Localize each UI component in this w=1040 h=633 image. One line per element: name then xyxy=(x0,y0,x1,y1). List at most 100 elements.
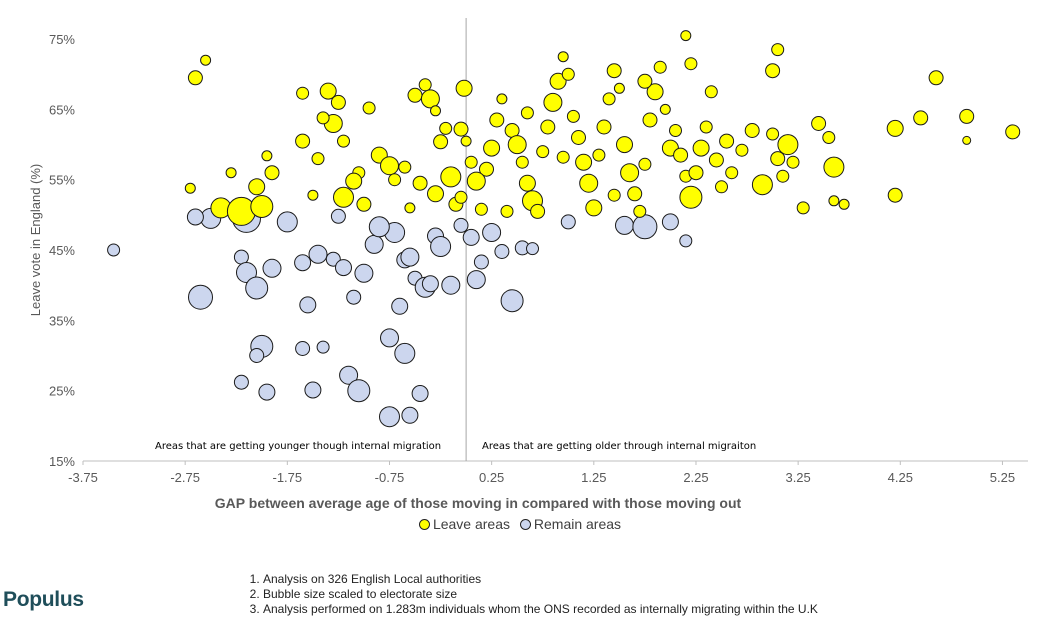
leave-bubble xyxy=(680,30,692,42)
leave-bubble xyxy=(1005,124,1021,140)
legend: Leave areas Remain areas xyxy=(0,516,1040,533)
leave-bubble xyxy=(407,87,423,103)
leave-bubble xyxy=(627,186,643,202)
remain-bubble xyxy=(401,406,419,424)
leave-bubble xyxy=(296,86,310,100)
leave-bubble xyxy=(226,196,256,226)
leave-bubble xyxy=(766,127,780,141)
leave-bubble xyxy=(607,188,621,202)
remain-bubble xyxy=(494,244,510,259)
leave-bubble xyxy=(474,202,488,216)
leave-bubble xyxy=(433,134,449,150)
remain-bubble xyxy=(107,243,121,257)
y-axis-title: Leave vote in England (%) xyxy=(28,164,43,316)
leave-bubble xyxy=(455,79,473,97)
leave-swatch-icon xyxy=(418,518,430,530)
y-tick-label: 35% xyxy=(49,313,75,328)
leave-bubble xyxy=(796,201,810,215)
remain-bubble xyxy=(368,216,390,238)
x-tick-label: 0.25 xyxy=(479,470,504,485)
leave-bubble xyxy=(962,135,972,145)
leave-bubble xyxy=(959,108,975,124)
leave-bubble xyxy=(613,82,625,94)
remain-bubble xyxy=(339,365,359,385)
remain-bubble xyxy=(347,379,371,403)
leave-bubble xyxy=(549,72,567,90)
annotation-older-areas: Areas that are getting older through int… xyxy=(482,441,756,452)
leave-bubble xyxy=(264,165,280,181)
leave-bubble xyxy=(518,174,536,192)
remain-bubble xyxy=(299,296,317,314)
leave-bubble xyxy=(777,134,799,156)
leave-bubble xyxy=(699,120,713,134)
remain-bubble xyxy=(441,275,461,295)
remain-bubble xyxy=(430,236,452,257)
leave-bubble xyxy=(536,145,550,159)
leave-bubble xyxy=(311,152,325,166)
remain-bubble xyxy=(394,342,416,364)
leave-bubble xyxy=(771,43,785,57)
leave-bubble xyxy=(337,134,350,148)
leave-bubble xyxy=(596,119,612,135)
leave-bubble xyxy=(543,92,563,112)
leave-bubble xyxy=(507,135,527,155)
leave-bubble xyxy=(633,204,647,218)
leave-bubble xyxy=(398,160,412,174)
leave-bubble xyxy=(592,148,606,162)
legend-remain-label: Remain areas xyxy=(533,516,622,532)
remain-bubble xyxy=(462,228,480,246)
leave-bubble xyxy=(439,121,453,135)
remain-bubble xyxy=(379,406,400,428)
leave-bubble xyxy=(556,150,570,164)
leave-bubble xyxy=(828,195,840,207)
remain-bubble xyxy=(245,276,269,300)
leave-bubble xyxy=(704,85,718,99)
y-tick-label: 45% xyxy=(49,243,75,258)
leave-bubble xyxy=(250,195,274,218)
leave-bubble xyxy=(333,186,354,208)
remain-bubble xyxy=(188,284,213,310)
populus-logo: Populus xyxy=(3,588,84,611)
remain-bubble xyxy=(453,217,469,233)
remain-bubble xyxy=(411,385,429,402)
remain-bubble xyxy=(308,244,328,264)
leave-bubble xyxy=(520,106,534,120)
remain-bubble xyxy=(316,340,330,354)
remain-bubble xyxy=(233,249,249,265)
leave-bubble xyxy=(418,78,432,92)
leave-bubble xyxy=(786,155,800,169)
leave-bubble xyxy=(307,189,319,201)
leave-bubble xyxy=(479,161,494,177)
leave-bubble xyxy=(330,94,346,110)
x-tick-label: -0.75 xyxy=(375,470,405,485)
y-tick-label: 75% xyxy=(49,32,75,47)
leave-bubble xyxy=(187,70,203,86)
leave-bubble xyxy=(496,93,508,105)
leave-bubble xyxy=(719,133,735,149)
leave-bubble xyxy=(420,89,440,109)
leave-bubble xyxy=(316,111,330,125)
leave-bubble xyxy=(692,139,710,157)
leave-bubble xyxy=(530,203,546,219)
leave-bubble xyxy=(838,198,850,210)
leave-bubble xyxy=(362,101,376,115)
remain-bubble xyxy=(330,208,346,224)
leave-bubble xyxy=(356,196,372,212)
remain-bubble xyxy=(615,215,634,235)
y-tick-label: 25% xyxy=(49,384,75,399)
leave-bubble xyxy=(500,204,514,218)
leave-bubble xyxy=(811,116,827,131)
leave-bubble xyxy=(453,121,469,137)
y-tick-label: 55% xyxy=(49,173,75,188)
leave-bubble xyxy=(460,135,472,147)
remain-bubble xyxy=(262,258,282,278)
bubbles-layer xyxy=(107,30,1021,428)
leave-bubble xyxy=(561,67,575,81)
leave-bubble xyxy=(673,147,689,163)
leave-bubble xyxy=(886,119,904,137)
leave-bubble xyxy=(345,172,363,190)
leave-bubble xyxy=(770,151,786,167)
leave-bubble xyxy=(489,112,505,128)
leave-bubble xyxy=(887,187,903,203)
leave-bubble xyxy=(620,163,640,183)
